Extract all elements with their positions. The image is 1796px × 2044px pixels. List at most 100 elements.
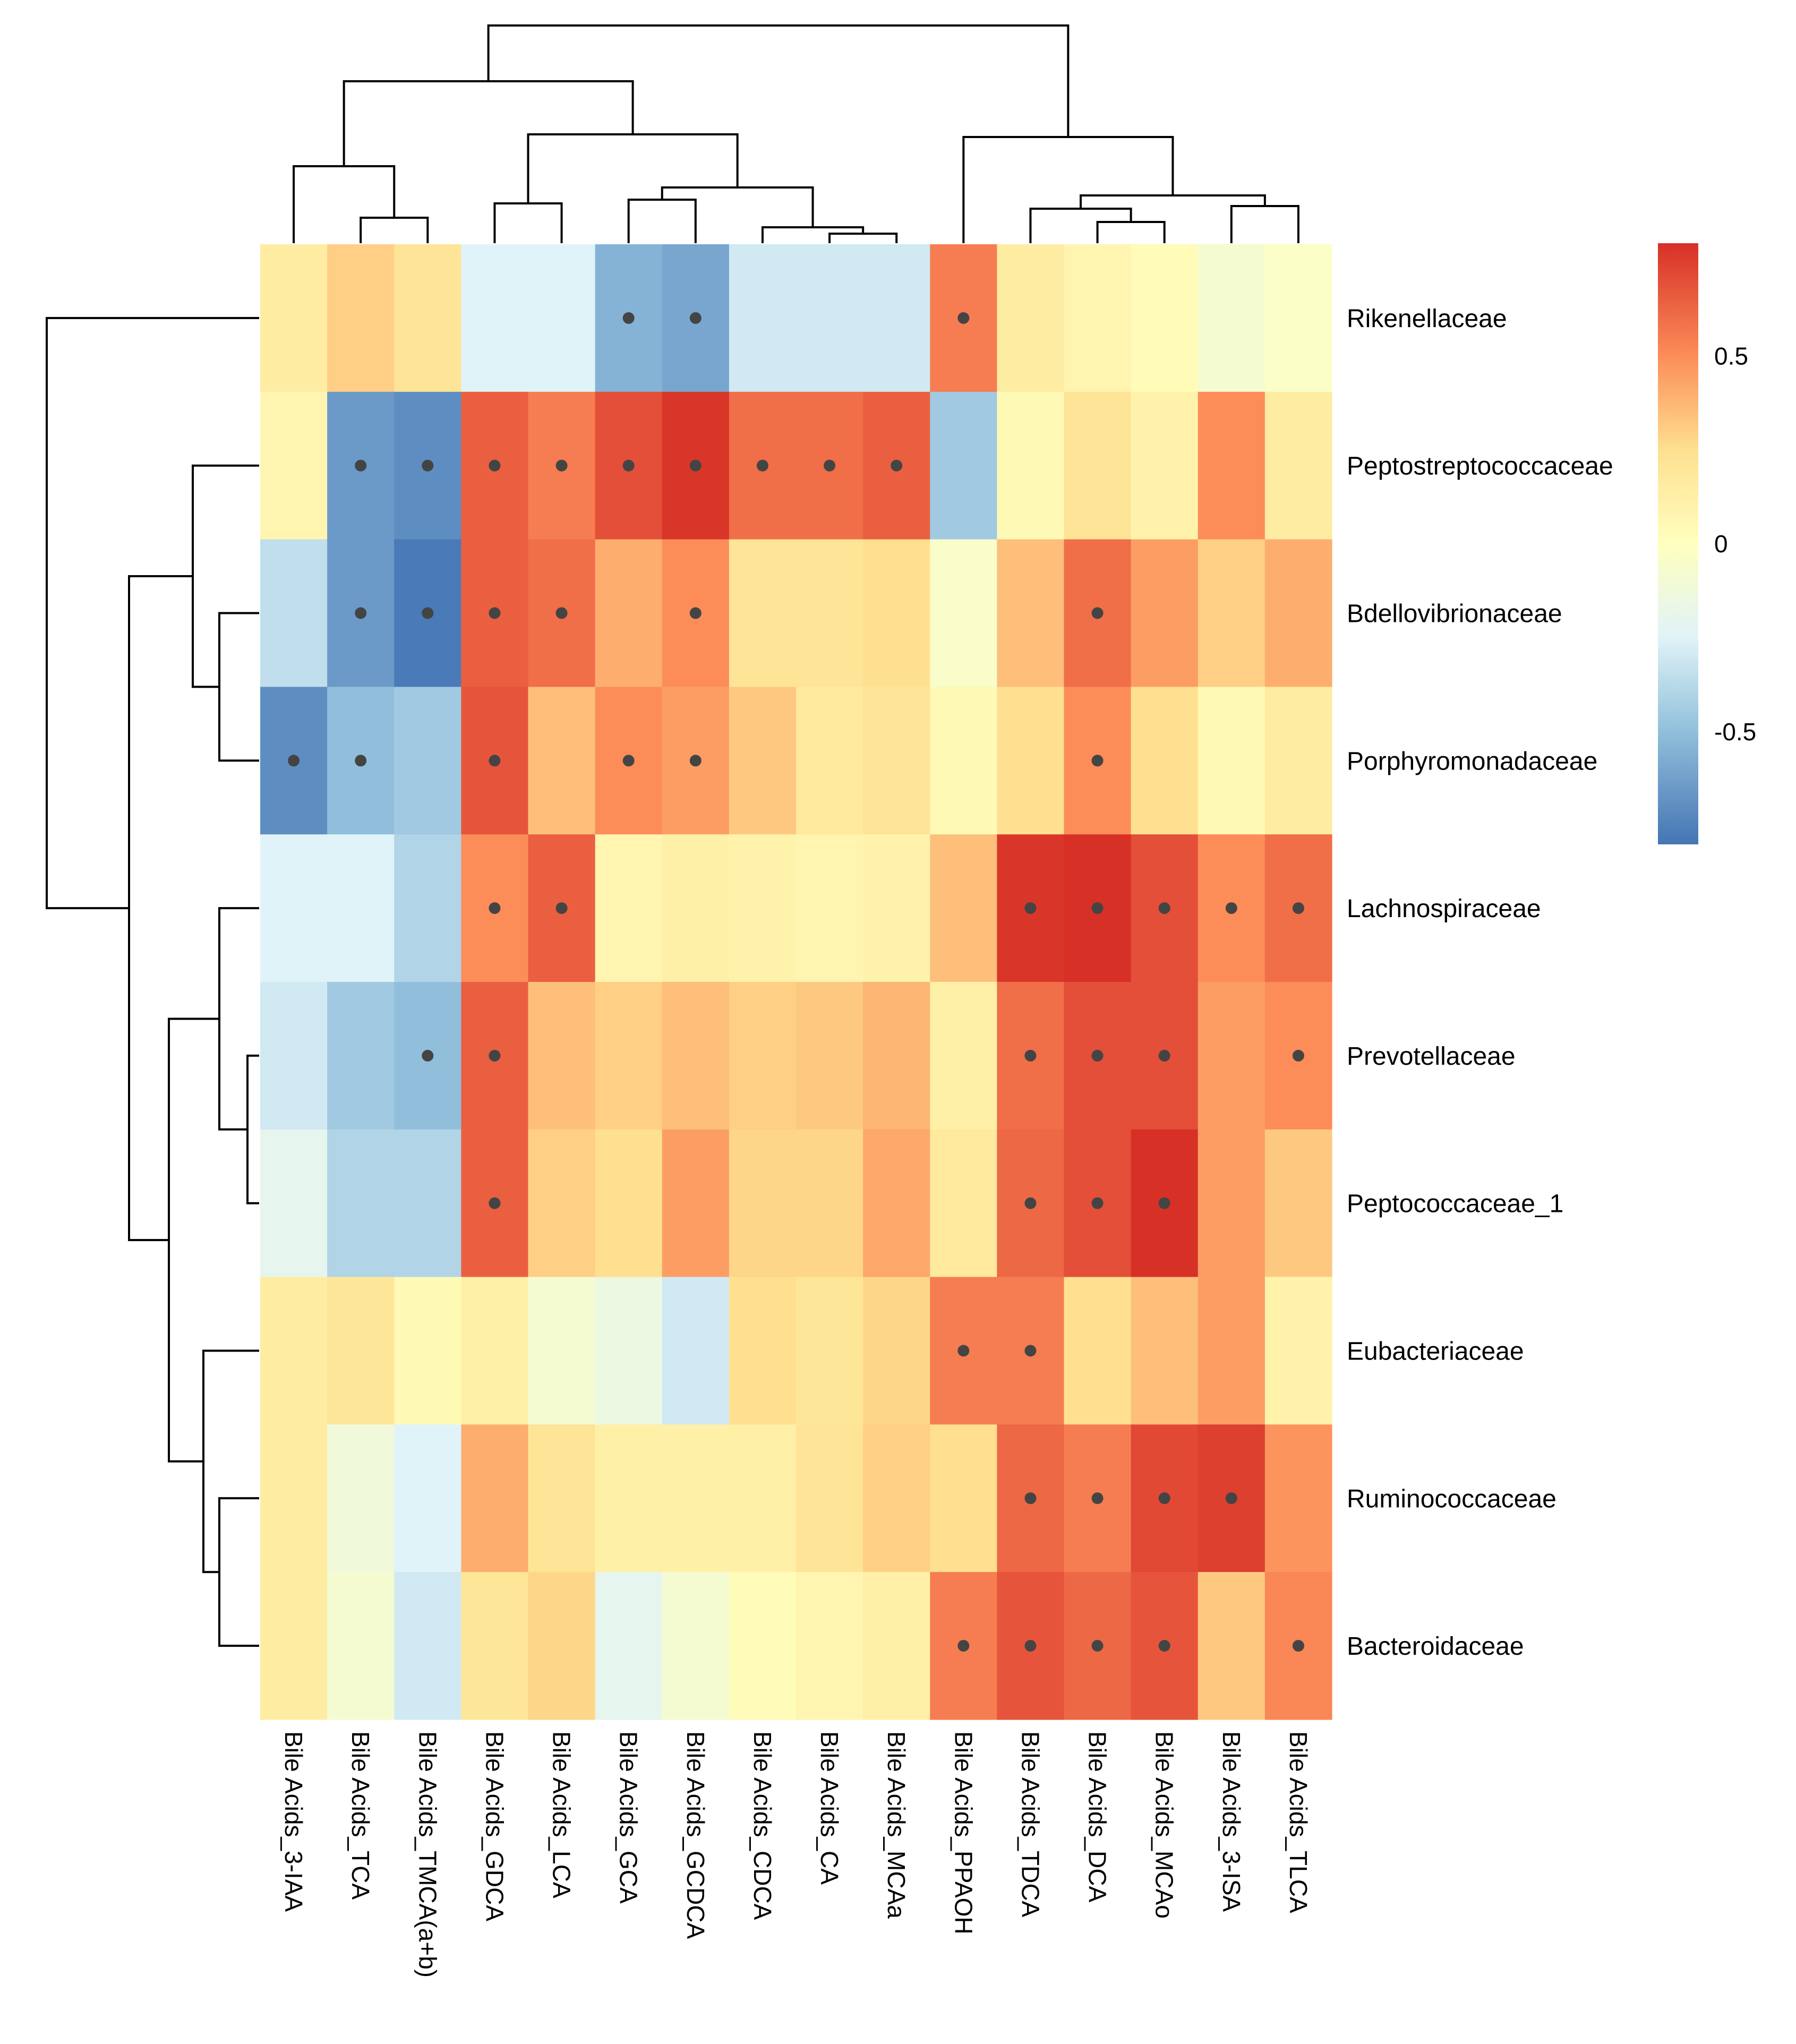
column-label: Bile Acids_TDCA xyxy=(1016,1731,1044,1918)
heatmap-cell xyxy=(1131,687,1199,835)
color-legend-bar xyxy=(1658,243,1698,844)
heatmap-cell xyxy=(595,1129,663,1278)
heatmap-cell xyxy=(796,1277,863,1425)
significance-dot xyxy=(489,1197,501,1209)
row-dendrogram xyxy=(46,317,259,1647)
heatmap-cell xyxy=(1064,1277,1132,1425)
heatmap-cell xyxy=(1064,391,1132,540)
heatmap-cell xyxy=(997,687,1065,835)
significance-dot xyxy=(422,459,434,472)
heatmap-cell xyxy=(1131,539,1199,687)
significance-dot xyxy=(422,607,434,619)
heatmap-cell xyxy=(997,244,1065,392)
heatmap-cell xyxy=(595,982,663,1130)
heatmap-cell xyxy=(394,834,461,982)
column-dendrogram-branch xyxy=(962,136,1174,243)
heatmap-cell xyxy=(729,1277,797,1425)
heatmap-cell xyxy=(863,687,930,835)
significance-dot xyxy=(1091,1492,1104,1504)
column-dendrogram-branch xyxy=(627,199,697,243)
significance-dot xyxy=(1091,1049,1104,1062)
row-label: Bdellovibrionaceae xyxy=(1347,600,1562,628)
heatmap-cell xyxy=(1198,1572,1265,1720)
heatmap-cell xyxy=(1264,539,1332,687)
significance-dot xyxy=(891,459,903,472)
heatmap-cell xyxy=(662,1129,730,1278)
heatmap-cell xyxy=(729,1572,797,1720)
heatmap-cell xyxy=(729,982,797,1130)
column-dendrogram-branch xyxy=(527,133,739,203)
significance-dot xyxy=(689,607,702,619)
heatmap-cell xyxy=(930,391,997,540)
significance-dot xyxy=(689,755,702,767)
heatmap-cell xyxy=(1198,982,1265,1130)
heatmap-cell xyxy=(729,834,797,982)
legend-tick-label: 0.5 xyxy=(1714,342,1748,370)
heatmap-cell xyxy=(528,982,596,1130)
column-dendrogram xyxy=(293,24,1299,243)
heatmap-cell xyxy=(930,834,997,982)
heatmap-cell xyxy=(528,1277,596,1425)
significance-dot xyxy=(1158,1492,1170,1504)
heatmap-cell xyxy=(729,539,797,687)
heatmap-cell xyxy=(327,1572,395,1720)
heatmap-cell xyxy=(1131,1277,1199,1425)
column-label: Bile Acids_TLCA xyxy=(1285,1731,1312,1913)
row-label: Peptostreptococcaceae xyxy=(1347,452,1613,481)
significance-dot xyxy=(489,902,501,914)
significance-dot xyxy=(422,1049,434,1062)
significance-dot xyxy=(1292,1640,1304,1652)
row-label: Peptococcaceae_1 xyxy=(1347,1190,1563,1218)
significance-dot xyxy=(957,312,970,324)
column-dendrogram-branch xyxy=(360,217,429,243)
heatmap-cell xyxy=(327,982,395,1130)
row-label: Rikenellaceae xyxy=(1347,305,1507,333)
heatmap-cell xyxy=(796,244,863,392)
heatmap-cell xyxy=(796,1424,863,1572)
heatmap-cell xyxy=(394,244,461,392)
column-label: Bile Acids_GCDCA xyxy=(682,1731,709,1939)
significance-dot xyxy=(1091,902,1104,914)
column-dendrogram-branch xyxy=(761,226,865,243)
heatmap-cell xyxy=(1198,391,1265,540)
row-dendrogram-branch xyxy=(218,612,259,762)
heatmap-cell xyxy=(595,1277,663,1425)
heatmap-cell xyxy=(260,539,328,687)
heatmap-cell xyxy=(528,1572,596,1720)
heatmap-cell xyxy=(1264,1129,1332,1278)
significance-dot xyxy=(355,755,367,767)
heatmap-cell xyxy=(327,1277,395,1425)
significance-dot xyxy=(1225,1492,1237,1504)
significance-dot xyxy=(355,607,367,619)
heatmap-cell xyxy=(595,539,663,687)
heatmap-cell xyxy=(863,1424,930,1572)
significance-dot xyxy=(288,755,300,767)
heatmap-cell xyxy=(662,1424,730,1572)
heatmap-cell xyxy=(729,244,797,392)
heatmap-cell xyxy=(930,1129,997,1278)
heatmap-cell xyxy=(863,982,930,1130)
heatmap-cell xyxy=(796,982,863,1130)
significance-dot xyxy=(1158,1197,1170,1209)
significance-dot xyxy=(1024,1492,1037,1504)
significance-dot xyxy=(1024,1197,1037,1209)
significance-dot xyxy=(1024,1640,1037,1652)
heatmap-cell xyxy=(997,391,1065,540)
heatmap-cell xyxy=(394,1277,461,1425)
row-label: Porphyromonadaceae xyxy=(1347,747,1597,775)
heatmap-cell xyxy=(863,1277,930,1425)
legend-tick-label: -0.5 xyxy=(1714,718,1756,746)
row-dendrogram-branch xyxy=(192,464,259,688)
heatmap-cell xyxy=(394,1129,461,1278)
column-label: Bile Acids_CA xyxy=(816,1731,843,1885)
significance-dot xyxy=(555,459,568,472)
heatmap-cell xyxy=(394,1572,461,1720)
column-label: Bile Acids_LCA xyxy=(548,1731,576,1898)
heatmap-cell xyxy=(327,1424,395,1572)
heatmap-cell xyxy=(1264,687,1332,835)
significance-dot xyxy=(756,459,768,472)
row-dendrogram-branch xyxy=(246,1054,259,1204)
heatmap-cell xyxy=(863,539,930,687)
heatmap-cell xyxy=(461,1424,529,1572)
